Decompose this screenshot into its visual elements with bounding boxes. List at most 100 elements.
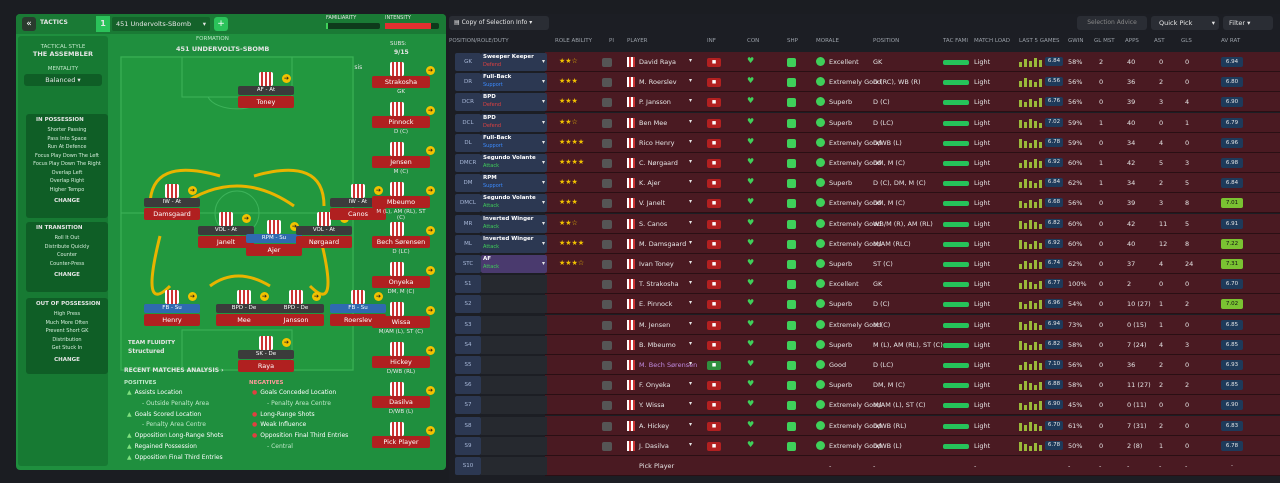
player-name[interactable]: Henry bbox=[144, 314, 200, 326]
player-name[interactable]: Raya bbox=[238, 360, 294, 372]
role-duty-cell[interactable] bbox=[481, 396, 547, 415]
role-duty-cell[interactable]: BPD Defend ▾ bbox=[481, 93, 547, 112]
sub-player[interactable]: ➔ Jensen M (C) bbox=[368, 142, 436, 180]
instruction-item[interactable]: Distribution bbox=[52, 336, 82, 343]
chevron-down-icon[interactable]: ▾ bbox=[541, 219, 545, 227]
role-duty-cell[interactable]: Full-Back Support ▾ bbox=[481, 133, 547, 152]
role-duty-cell[interactable] bbox=[481, 275, 547, 294]
role-duty-cell[interactable]: BPD Defend ▾ bbox=[481, 113, 547, 132]
table-row[interactable]: S1 T. Strakosha ▾ ■ ♥ Excellent GK Light 6.77 100… bbox=[449, 274, 1280, 295]
player-select-chevron-icon[interactable]: ▾ bbox=[689, 137, 693, 145]
role-duty-cell[interactable]: Segundo Volante Attack ▾ bbox=[481, 194, 547, 213]
role-duty-cell[interactable]: Sweeper Keeper Defend ▾ bbox=[481, 53, 547, 71]
pitch-player[interactable]: ➔ RPM - Su Ajer bbox=[246, 220, 302, 260]
instruction-item[interactable]: Shorter Passing bbox=[47, 127, 87, 133]
instruction-item[interactable]: Overlap Left bbox=[51, 169, 83, 176]
position-slot[interactable]: DCR bbox=[455, 93, 481, 112]
player-name[interactable]: Pick Player bbox=[639, 462, 675, 470]
player-name[interactable]: K. Ajer bbox=[639, 179, 661, 188]
player-select-chevron-icon[interactable]: ▾ bbox=[689, 259, 693, 266]
pi-checkbox-icon[interactable] bbox=[602, 159, 612, 168]
sub-player[interactable]: ➔ Onyeka DM, M (C) bbox=[368, 262, 436, 300]
player-name[interactable]: Janelt bbox=[198, 236, 254, 248]
instruction-item[interactable]: Get Stuck In bbox=[51, 345, 83, 351]
instruction-item[interactable]: Overlap Right bbox=[49, 178, 85, 184]
table-row[interactable]: S8 A. Hickey ▾ ■ ♥ Extremely Good D/WB (RL) Lig… bbox=[449, 415, 1280, 436]
instruction-item[interactable]: Pass Into Space bbox=[47, 135, 87, 142]
pitch-player[interactable]: ➔ BPD - De Jansson bbox=[268, 290, 324, 330]
position-slot[interactable]: DMCR bbox=[455, 154, 481, 172]
table-row[interactable]: S9 J. Dasilva ▾ ■ ♥ Extremely Good D/WB (L) Lig… bbox=[449, 435, 1280, 456]
mentality-select[interactable]: Balanced ▾ bbox=[24, 74, 102, 86]
pi-checkbox-icon[interactable] bbox=[602, 361, 612, 370]
position-slot[interactable]: DM bbox=[455, 174, 481, 193]
player-name[interactable]: M. Jensen bbox=[639, 320, 671, 329]
instruction-item[interactable]: Roll It Out bbox=[54, 235, 80, 241]
chevron-down-icon[interactable]: ▾ bbox=[541, 199, 545, 207]
player-role[interactable]: VOL - At bbox=[198, 226, 254, 235]
player-name[interactable]: V. Janelt bbox=[639, 199, 666, 208]
tactical-style-name[interactable]: THE ASSEMBLER bbox=[32, 50, 94, 58]
instruction-item[interactable]: High Press bbox=[53, 311, 81, 317]
player-select-chevron-icon[interactable]: ▾ bbox=[689, 57, 693, 64]
player-select-chevron-icon[interactable]: ▾ bbox=[689, 178, 693, 186]
pi-checkbox-icon[interactable] bbox=[602, 239, 612, 249]
player-select-chevron-icon[interactable]: ▾ bbox=[689, 158, 693, 165]
instruction-item[interactable]: Focus Play Down The Right bbox=[33, 161, 101, 167]
player-role[interactable]: FB - Su bbox=[330, 304, 386, 313]
pitch-player[interactable]: ➔ VOL - At Janelt bbox=[198, 212, 254, 252]
sub-name[interactable]: Wissa bbox=[372, 316, 430, 328]
role-duty-cell[interactable] bbox=[481, 416, 547, 435]
column-header[interactable]: MATCH LOAD bbox=[974, 38, 1010, 44]
column-header[interactable]: AST bbox=[1154, 38, 1165, 44]
table-row[interactable]: STC AF Attack ▾ ★★★☆ Ivan Toney ▾ ■ ♥ Superb ST (C… bbox=[449, 254, 1280, 274]
pitch-player[interactable]: ➔ IW - At Canos bbox=[330, 184, 386, 224]
player-name[interactable]: M. Roerslev bbox=[639, 78, 677, 87]
player-role[interactable]: BPD - De bbox=[216, 304, 272, 313]
player-name[interactable]: M. Bech Sørensen bbox=[639, 361, 698, 369]
pitch-player[interactable]: ➔ IW - At Damsgaard bbox=[144, 184, 200, 224]
table-row[interactable]: S10 Pick Player - - - - - - - - - bbox=[449, 456, 1280, 476]
chevron-down-icon[interactable]: ▾ bbox=[541, 98, 545, 106]
pitch-player[interactable]: ➔ BPD - De Mee bbox=[216, 290, 272, 330]
player-select-chevron-icon[interactable]: ▾ bbox=[689, 97, 693, 105]
role-duty-cell[interactable]: Inverted Winger Attack ▾ bbox=[481, 234, 547, 253]
table-row[interactable]: DR Full-Back Support ▾ ★★★ M. Roerslev ▾ ■ ♥ Extr… bbox=[449, 72, 1280, 93]
pi-checkbox-icon[interactable] bbox=[602, 340, 612, 350]
player-role[interactable]: BPD - De bbox=[268, 304, 324, 313]
sub-name[interactable]: Bech Sørensen bbox=[372, 236, 430, 248]
sub-name[interactable]: Jensen bbox=[372, 156, 430, 168]
position-slot[interactable]: S8 bbox=[455, 416, 481, 435]
column-header[interactable]: GL MST bbox=[1094, 38, 1115, 44]
table-row[interactable]: MR Inverted Winger Attack ▾ ★★☆ S. Canos ▾ ■ ♥ Ex… bbox=[449, 213, 1280, 234]
position-slot[interactable]: S6 bbox=[455, 376, 481, 395]
role-duty-cell[interactable]: Full-Back Support ▾ bbox=[481, 73, 547, 92]
pitch-player[interactable]: ➔ AF - At Toney bbox=[238, 72, 294, 112]
tactic-slot-number[interactable]: 1 bbox=[96, 16, 110, 32]
table-row[interactable]: DMCR Segundo Volante Attack ▾ ★★★★ C. Nørgaar… bbox=[449, 153, 1280, 173]
player-select-chevron-icon[interactable]: ▾ bbox=[689, 77, 693, 85]
player-name[interactable]: Toney bbox=[238, 96, 294, 108]
column-header[interactable]: APPS bbox=[1125, 38, 1139, 44]
position-slot[interactable]: S5 bbox=[455, 356, 481, 374]
pi-checkbox-icon[interactable] bbox=[602, 300, 612, 310]
instruction-item[interactable]: Much More Often bbox=[45, 319, 89, 326]
role-duty-cell[interactable]: Segundo Volante Attack ▾ bbox=[481, 154, 547, 172]
pitch-player[interactable]: ➔ SK - De Raya bbox=[238, 336, 294, 376]
add-tactic-button[interactable]: + bbox=[214, 17, 228, 31]
player-select-chevron-icon[interactable]: ▾ bbox=[689, 400, 693, 408]
pi-checkbox-icon[interactable] bbox=[602, 401, 612, 411]
sub-name[interactable]: Mbeumo bbox=[372, 196, 430, 208]
player-select-chevron-icon[interactable]: ▾ bbox=[689, 238, 693, 246]
table-row[interactable]: DCL BPD Defend ▾ ★★☆ Ben Mee ▾ ■ ♥ Superb D (LC) Li… bbox=[449, 112, 1280, 133]
player-role[interactable]: FB - Su bbox=[144, 304, 200, 313]
column-header[interactable]: POSITION bbox=[873, 38, 900, 44]
pi-checkbox-icon[interactable] bbox=[602, 260, 612, 269]
table-row[interactable]: S6 F. Onyeka ▾ ■ ♥ Superb DM, M (C) Light 6.88 58… bbox=[449, 375, 1280, 396]
position-slot[interactable]: S10 bbox=[455, 457, 481, 475]
sub-player[interactable]: ➔ Pick Player bbox=[368, 422, 436, 460]
out-possession-change-button[interactable]: CHANGE bbox=[54, 356, 80, 363]
column-header[interactable]: AV RAT bbox=[1221, 38, 1241, 44]
table-row[interactable]: ML Inverted Winger Attack ▾ ★★★★ M. Damsgaard… bbox=[449, 233, 1280, 254]
column-header[interactable]: MORALE bbox=[816, 38, 839, 44]
